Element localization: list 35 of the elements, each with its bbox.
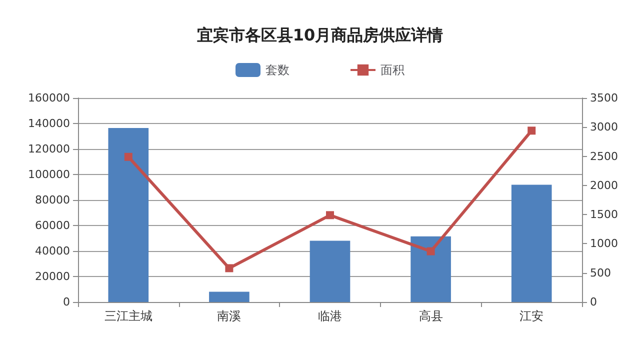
y-tick-label: 40000 bbox=[35, 244, 70, 258]
legend-label: 套数 bbox=[266, 63, 290, 77]
bar bbox=[410, 236, 451, 302]
y-tick-label: 160000 bbox=[28, 92, 70, 104]
legend-label: 面积 bbox=[380, 63, 404, 77]
x-tick-label: 临港 bbox=[318, 309, 342, 323]
y-tick-label: 120000 bbox=[28, 142, 70, 156]
y2-tick-label: 500 bbox=[590, 266, 611, 280]
y2-tick-label: 2000 bbox=[590, 178, 618, 192]
y-tick-label: 0 bbox=[63, 296, 70, 308]
point bbox=[124, 152, 132, 161]
y2-tick-label: 3500 bbox=[590, 92, 618, 104]
point bbox=[528, 126, 536, 135]
y2-tick-label: 1000 bbox=[590, 237, 618, 250]
y-tick-label: 60000 bbox=[35, 219, 70, 232]
x-tick-label: 三江主城 bbox=[104, 309, 152, 323]
x-tick-label: 南溪 bbox=[217, 309, 242, 323]
bar bbox=[209, 292, 250, 302]
point bbox=[225, 264, 234, 272]
y-tick-label: 100000 bbox=[28, 168, 70, 181]
chart-title: 宜宾市各区县10月商品房供应详情 bbox=[196, 26, 444, 44]
y2-tick-label: 3000 bbox=[590, 120, 618, 134]
bar bbox=[511, 184, 552, 302]
x-tick-label: 江安 bbox=[520, 309, 544, 323]
y-tick-label: 140000 bbox=[28, 117, 70, 130]
point bbox=[426, 247, 435, 256]
y-tick-label: 80000 bbox=[35, 194, 70, 206]
point bbox=[326, 211, 334, 220]
y2-tick-label: 2500 bbox=[590, 150, 618, 163]
bar bbox=[108, 128, 149, 302]
y-tick-label: 20000 bbox=[35, 270, 70, 283]
y2-tick-label: 1500 bbox=[590, 208, 618, 222]
bar bbox=[310, 240, 350, 302]
y2-tick-label: 0 bbox=[590, 296, 597, 308]
x-tick-label: 高县 bbox=[418, 309, 443, 323]
